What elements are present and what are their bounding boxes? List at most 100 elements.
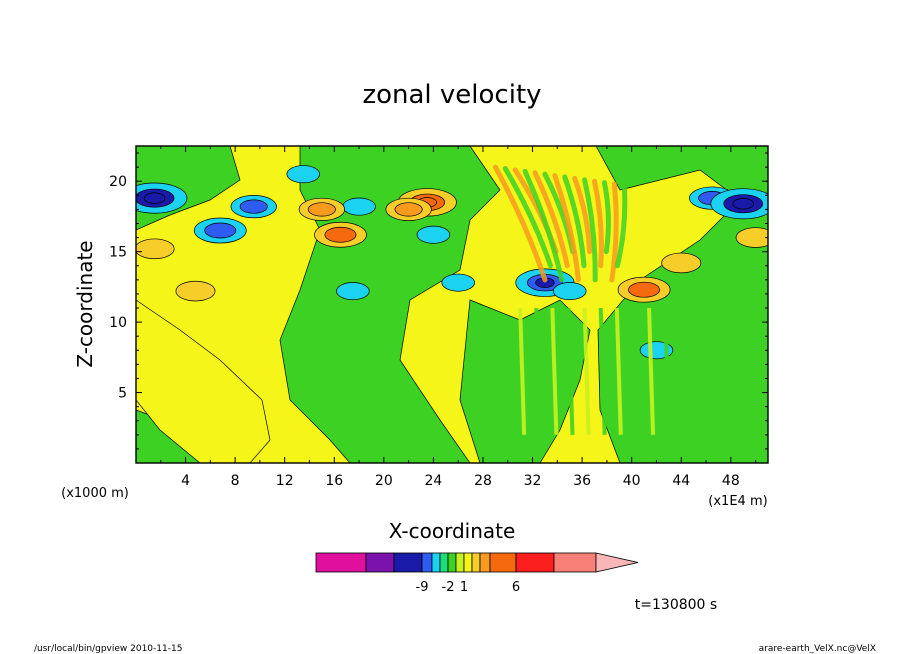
colorbar-swatch <box>479 552 491 573</box>
field-blob <box>136 182 188 214</box>
x-tick-label: 12 <box>276 473 294 489</box>
x-tick-label: 8 <box>231 473 240 489</box>
colorbar-end-arrow <box>595 552 639 573</box>
wave-streak <box>550 307 559 435</box>
x-tick-label: 16 <box>325 473 343 489</box>
y-axis: 5 10 15 20 <box>109 152 768 450</box>
field-blob-outer <box>416 225 451 244</box>
field-blob <box>286 165 321 184</box>
x-axis-label: X-coordinate <box>389 519 516 543</box>
y-tick-label: 15 <box>109 245 127 261</box>
field-blob <box>617 276 671 303</box>
field-blob <box>314 221 367 248</box>
field-blob-outer <box>552 282 587 301</box>
field-blob-outer <box>136 238 175 260</box>
wave-streak <box>492 164 548 283</box>
y-tick-label: 20 <box>109 174 127 190</box>
wave-streak <box>522 168 565 283</box>
field-blob-inner <box>239 199 268 214</box>
wave-streak <box>614 307 623 435</box>
x-tick-label: 20 <box>375 473 393 489</box>
field-blob <box>710 188 768 220</box>
field-blob-inner <box>204 222 237 239</box>
wave-streak <box>532 170 570 269</box>
field-blob <box>441 273 475 292</box>
colorbar-label: 1 <box>460 580 468 595</box>
x-tick-label: 4 <box>181 473 190 489</box>
x-tick-label: 40 <box>623 473 641 489</box>
field-blob <box>175 280 216 302</box>
field-blob <box>136 238 175 260</box>
wave-streak <box>562 174 587 269</box>
field-blob <box>416 225 451 244</box>
wave-streak <box>502 166 554 269</box>
x-tick-label: 44 <box>672 473 690 489</box>
blob-layer <box>136 165 768 360</box>
wave-streak <box>609 181 619 283</box>
colorbar-label: -9 <box>416 580 429 595</box>
field-blob-core <box>732 198 754 210</box>
x-tick-label: 24 <box>424 473 442 489</box>
footer-left: /usr/local/bin/gpview 2010-11-15 <box>34 644 182 654</box>
x-axis: 4 8 12 16 20 24 28 32 36 40 44 48 <box>160 146 757 489</box>
wave-streak <box>592 178 604 269</box>
wave-streak <box>534 307 543 435</box>
x-tick-label: 48 <box>722 473 740 489</box>
colorbar-swatch <box>455 552 465 573</box>
field-blob <box>336 282 370 301</box>
field-blob-inner <box>307 202 336 217</box>
colorbar-swatch <box>431 552 441 573</box>
wave-streak <box>552 173 581 283</box>
field-blob-inner <box>394 202 423 217</box>
wave-streak <box>582 177 598 283</box>
time-label: t=130800 s <box>635 597 717 613</box>
colorbar: -9 -2 1 6 <box>315 552 639 595</box>
green-region-right <box>595 146 768 463</box>
colorbar-swatch <box>471 552 481 573</box>
y-unit-label: (x1000 m) <box>61 486 129 501</box>
wave-streak <box>582 307 591 435</box>
field-blob <box>298 197 346 221</box>
colorbar-swatch <box>315 552 367 573</box>
field-blob <box>661 252 702 274</box>
x-tick-label: 28 <box>474 473 492 489</box>
field-blob <box>342 197 376 216</box>
field-blob <box>735 227 768 248</box>
wave-streak <box>566 307 575 435</box>
field-blob <box>230 195 277 219</box>
y-axis-label: Z-coordinate <box>73 240 97 367</box>
wave-streak <box>601 180 611 255</box>
wave-streak <box>647 307 656 435</box>
field-blob <box>385 197 432 221</box>
colorbar-swatch <box>421 552 433 573</box>
field-blob-inner <box>628 281 661 298</box>
wave-streak <box>614 182 628 269</box>
wave-streak <box>663 307 672 435</box>
wave-streak <box>598 307 607 435</box>
y-tick-label: 5 <box>118 386 127 402</box>
x-tick-label: 36 <box>573 473 591 489</box>
wave-streak <box>572 175 593 255</box>
field-blob-inner <box>324 226 357 243</box>
field-blob-outer <box>286 165 321 184</box>
field-blob-outer <box>735 227 768 248</box>
wave-streak <box>518 307 527 435</box>
colorbar-swatch <box>439 552 449 573</box>
colorbar-label: 6 <box>512 580 520 595</box>
yellow-region-low-left <box>136 299 271 463</box>
field-blob-outer <box>175 280 216 302</box>
x-tick-label: 32 <box>524 473 542 489</box>
wave-streak <box>630 307 639 435</box>
field-blob-outer <box>342 197 376 216</box>
field-blob-core <box>143 192 166 204</box>
field-blob <box>552 282 587 301</box>
colorbar-swatch <box>447 552 457 573</box>
colorbar-swatch <box>489 552 517 573</box>
field-blob-outer <box>661 252 702 274</box>
footer-right: arare-earth_VelX.nc@VelX <box>759 644 876 654</box>
colorbar-swatch <box>515 552 555 573</box>
colorbar-label: -2 <box>442 580 455 595</box>
chart-title: zonal velocity <box>362 80 541 110</box>
plot-field <box>136 146 768 463</box>
